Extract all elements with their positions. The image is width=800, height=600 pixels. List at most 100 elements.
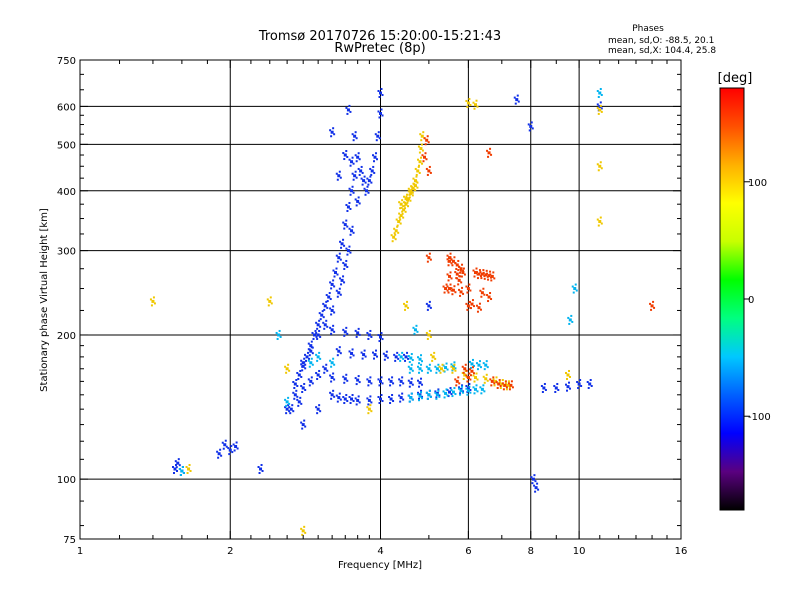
data-point — [373, 160, 376, 163]
data-point — [319, 325, 322, 328]
data-point — [174, 460, 177, 463]
x-tick-label: 4 — [377, 546, 383, 557]
data-point — [300, 363, 303, 366]
data-point — [378, 95, 381, 98]
data-point — [330, 313, 333, 316]
data-point — [231, 451, 234, 454]
data-point — [416, 169, 420, 173]
data-point — [503, 383, 507, 387]
data-point — [303, 382, 306, 385]
data-point — [345, 373, 348, 376]
data-point — [425, 138, 429, 142]
data-point — [421, 383, 424, 386]
data-point — [453, 361, 456, 364]
data-point — [377, 131, 380, 134]
data-point — [304, 363, 307, 366]
data-point — [596, 103, 599, 106]
data-point — [358, 333, 361, 336]
data-point — [345, 326, 348, 329]
data-point — [228, 448, 232, 452]
data-point — [304, 388, 307, 391]
data-point — [352, 231, 355, 234]
x-tick-label: 6 — [465, 546, 471, 557]
data-point — [293, 386, 296, 389]
data-point — [557, 388, 560, 391]
data-point — [448, 390, 452, 394]
data-point — [335, 394, 338, 397]
data-point — [352, 139, 355, 142]
data-point — [534, 490, 537, 493]
data-point — [471, 366, 474, 369]
data-point — [482, 375, 485, 378]
data-point — [372, 165, 375, 168]
data-point — [304, 353, 307, 356]
x-axis-label: Frequency [MHz] — [338, 560, 422, 571]
data-point — [444, 287, 448, 291]
data-point — [377, 378, 380, 381]
data-point — [574, 283, 577, 286]
data-point — [343, 158, 346, 161]
data-point — [473, 387, 477, 391]
data-point — [411, 383, 414, 386]
data-point — [478, 269, 481, 272]
data-point — [397, 357, 400, 360]
data-point — [335, 267, 338, 270]
data-point — [178, 464, 181, 467]
data-point — [353, 174, 357, 178]
data-point — [377, 89, 380, 92]
data-point — [395, 218, 398, 221]
data-point — [308, 357, 311, 360]
chart-subtitle: RwPretec (8p) — [334, 41, 425, 56]
data-point — [364, 181, 367, 184]
data-point — [287, 396, 290, 399]
data-point — [304, 367, 307, 370]
data-point — [330, 380, 333, 383]
data-point — [435, 371, 438, 374]
data-point — [186, 472, 189, 475]
colorbar-tick-label: 0 — [748, 295, 754, 306]
data-point — [463, 373, 467, 377]
data-point — [466, 287, 470, 291]
data-point — [356, 378, 360, 382]
data-point — [466, 304, 470, 308]
data-point — [455, 272, 459, 276]
data-point — [418, 399, 421, 402]
data-point — [401, 376, 404, 379]
data-point — [354, 198, 357, 201]
data-point — [599, 87, 602, 90]
data-point — [381, 338, 384, 341]
data-point — [338, 287, 341, 290]
data-point — [461, 365, 464, 368]
data-point — [480, 392, 483, 395]
data-point — [225, 445, 228, 448]
data-point — [172, 472, 175, 475]
data-point — [342, 396, 345, 399]
data-point — [580, 384, 583, 387]
data-point — [531, 482, 534, 485]
data-point — [408, 196, 411, 199]
data-point — [433, 351, 436, 354]
data-point — [425, 158, 428, 161]
data-point — [527, 123, 530, 126]
data-point — [404, 359, 407, 362]
data-point — [332, 389, 335, 392]
data-point — [369, 329, 372, 332]
data-point — [473, 103, 477, 107]
data-point — [300, 384, 303, 387]
data-point — [443, 370, 446, 373]
data-point — [455, 277, 458, 280]
data-point — [483, 381, 486, 384]
data-point — [340, 246, 343, 249]
data-point — [427, 333, 431, 337]
data-point — [446, 289, 449, 292]
data-point — [458, 275, 461, 278]
data-point — [406, 193, 409, 196]
data-point — [486, 294, 489, 297]
data-point — [297, 404, 300, 407]
data-point — [332, 279, 335, 282]
data-point — [472, 372, 475, 375]
data-point — [337, 256, 341, 260]
data-point — [459, 269, 462, 272]
data-point — [275, 331, 278, 334]
data-point — [316, 355, 320, 359]
